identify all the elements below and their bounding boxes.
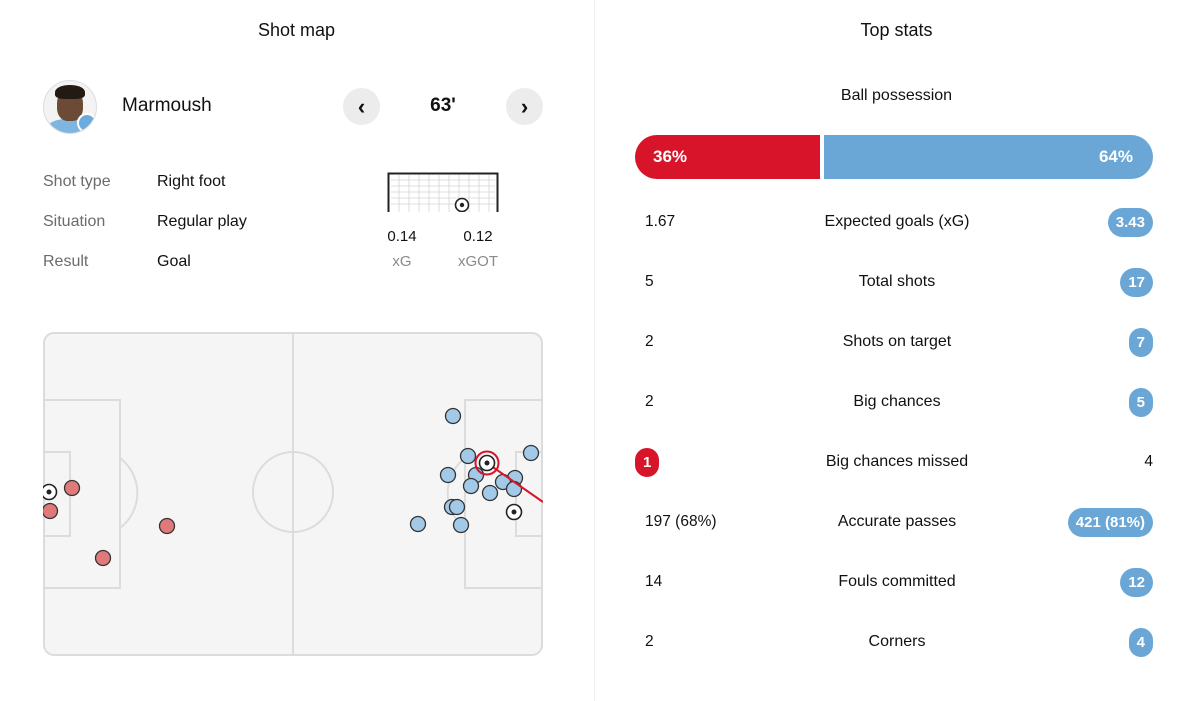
stat-label: Big chances missed [825, 453, 969, 470]
shot-marker [462, 477, 480, 495]
stat-away-value-pill: 5 [1128, 388, 1153, 417]
possession-home: 36% [635, 135, 820, 179]
shot-marker [94, 549, 112, 567]
possession-bar: 36% 64% [635, 135, 1153, 179]
stat-label: Total shots [858, 273, 936, 290]
stat-home-value-pill: 1 [635, 448, 660, 477]
shot-marker [444, 407, 462, 425]
stat-home-value: 2 [645, 333, 654, 350]
stat-home-value: 5 [645, 273, 654, 290]
stat-label: Shots on target [842, 333, 952, 350]
result-label: Result [43, 253, 89, 270]
stat-label: Expected goals (xG) [824, 213, 970, 230]
stat-away-value-pill: 7 [1128, 328, 1153, 357]
xg-value: 0.14 [387, 228, 417, 245]
stat-row: Big chances missed 1 4 [595, 444, 1198, 480]
stat-home-value: 1.67 [645, 213, 676, 230]
stat-away-value-pill: 421 (81%) [1067, 508, 1153, 537]
away-goal-marker [505, 503, 523, 521]
home-goal-marker [43, 483, 58, 501]
shot-map-title: Shot map [257, 20, 336, 40]
top-stats-panel: Top stats Ball possession 36% 64% Expect… [594, 0, 1198, 701]
stat-row: Shots on target 2 7 [595, 324, 1198, 360]
team-badge-icon [77, 113, 96, 133]
stat-row: Big chances 2 5 [595, 384, 1198, 420]
stat-home-value: 197 (68%) [645, 513, 717, 530]
stat-away-value-pill: 4 [1128, 628, 1153, 657]
xgot-label: xGOT [458, 253, 498, 270]
possession-away: 64% [824, 135, 1153, 179]
chevron-right-icon: › [520, 93, 529, 119]
stat-away-value-pill: 17 [1120, 268, 1153, 297]
stat-home-value: 14 [645, 573, 663, 590]
player-name[interactable]: Marmoush [122, 95, 212, 116]
shot-map-panel: Shot map Marmoush ‹ 63' › Shot type Righ… [0, 0, 593, 701]
next-shot-button[interactable]: › [506, 88, 543, 125]
stat-away-value: 4 [1144, 453, 1153, 470]
player-avatar[interactable] [43, 80, 97, 134]
xgot-value: 0.12 [463, 228, 493, 245]
stat-label: Corners [868, 633, 926, 650]
shot-marker [448, 498, 466, 516]
stat-away-value-pill: 12 [1120, 568, 1153, 597]
stat-home-value: 2 [645, 393, 654, 410]
shot-marker [409, 515, 427, 533]
top-stats-title: Top stats [860, 20, 933, 40]
center-circle [252, 451, 334, 533]
shot-marker [459, 447, 477, 465]
situation-label: Situation [43, 213, 106, 230]
previous-shot-button[interactable]: ‹ [343, 88, 380, 125]
stat-away-value-pill: 3.43 [1107, 208, 1153, 237]
goal-frame-icon [387, 172, 499, 212]
stat-label: Big chances [853, 393, 941, 410]
stat-label: Fouls committed [838, 573, 956, 590]
stat-row: Expected goals (xG) 1.67 3.43 [595, 204, 1198, 240]
shot-marker [158, 517, 176, 535]
result-value: Goal [157, 253, 191, 270]
stat-row: Accurate passes 197 (68%) 421 (81%) [595, 504, 1198, 540]
possession-label: Ball possession [840, 87, 953, 104]
shot-marker [439, 466, 457, 484]
shot-marker [63, 479, 81, 497]
shot-type-value: Right foot [157, 173, 226, 190]
shot-marker [452, 516, 470, 534]
shot-marker [481, 484, 499, 502]
shot-minute: 63' [430, 95, 456, 116]
selected-shot-marker [474, 450, 500, 476]
stat-row: Fouls committed 14 12 [595, 564, 1198, 600]
shot-marker [505, 480, 523, 498]
pitch-map [43, 332, 543, 656]
stat-home-value: 2 [645, 633, 654, 650]
left-penalty-arc [119, 457, 139, 529]
shot-marker [522, 444, 540, 462]
situation-value: Regular play [157, 213, 247, 230]
xg-label: xG [392, 253, 412, 270]
stat-label: Accurate passes [837, 513, 957, 530]
stat-row: Corners 2 4 [595, 624, 1198, 660]
stat-row: Total shots 5 17 [595, 264, 1198, 300]
shot-marker [43, 502, 59, 520]
chevron-left-icon: ‹ [357, 93, 366, 119]
shot-type-label: Shot type [43, 173, 111, 190]
